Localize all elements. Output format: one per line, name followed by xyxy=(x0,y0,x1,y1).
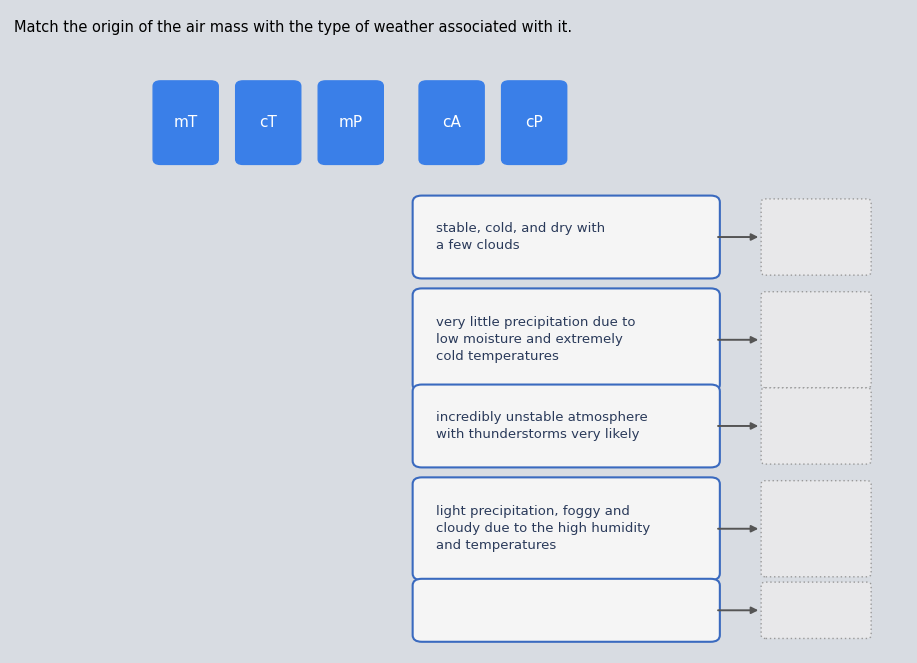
FancyBboxPatch shape xyxy=(761,388,871,464)
FancyBboxPatch shape xyxy=(761,292,871,388)
FancyBboxPatch shape xyxy=(413,385,720,467)
FancyBboxPatch shape xyxy=(502,81,567,164)
FancyBboxPatch shape xyxy=(761,582,871,638)
FancyBboxPatch shape xyxy=(413,288,720,391)
Text: cA: cA xyxy=(442,115,461,130)
Text: Match the origin of the air mass with the type of weather associated with it.: Match the origin of the air mass with th… xyxy=(14,20,572,35)
FancyBboxPatch shape xyxy=(413,477,720,580)
FancyBboxPatch shape xyxy=(419,81,484,164)
FancyBboxPatch shape xyxy=(236,81,301,164)
FancyBboxPatch shape xyxy=(761,199,871,275)
FancyBboxPatch shape xyxy=(153,81,218,164)
Text: very little precipitation due to
low moisture and extremely
cold temperatures: very little precipitation due to low moi… xyxy=(436,316,635,363)
FancyBboxPatch shape xyxy=(318,81,383,164)
Text: cP: cP xyxy=(525,115,543,130)
Text: mP: mP xyxy=(338,115,363,130)
Text: stable, cold, and dry with
a few clouds: stable, cold, and dry with a few clouds xyxy=(436,222,604,252)
Text: light precipitation, foggy and
cloudy due to the high humidity
and temperatures: light precipitation, foggy and cloudy du… xyxy=(436,505,650,552)
FancyBboxPatch shape xyxy=(413,196,720,278)
FancyBboxPatch shape xyxy=(761,481,871,577)
Text: incredibly unstable atmosphere
with thunderstorms very likely: incredibly unstable atmosphere with thun… xyxy=(436,411,647,441)
Text: cT: cT xyxy=(260,115,277,130)
Text: mT: mT xyxy=(173,115,198,130)
FancyBboxPatch shape xyxy=(413,579,720,642)
